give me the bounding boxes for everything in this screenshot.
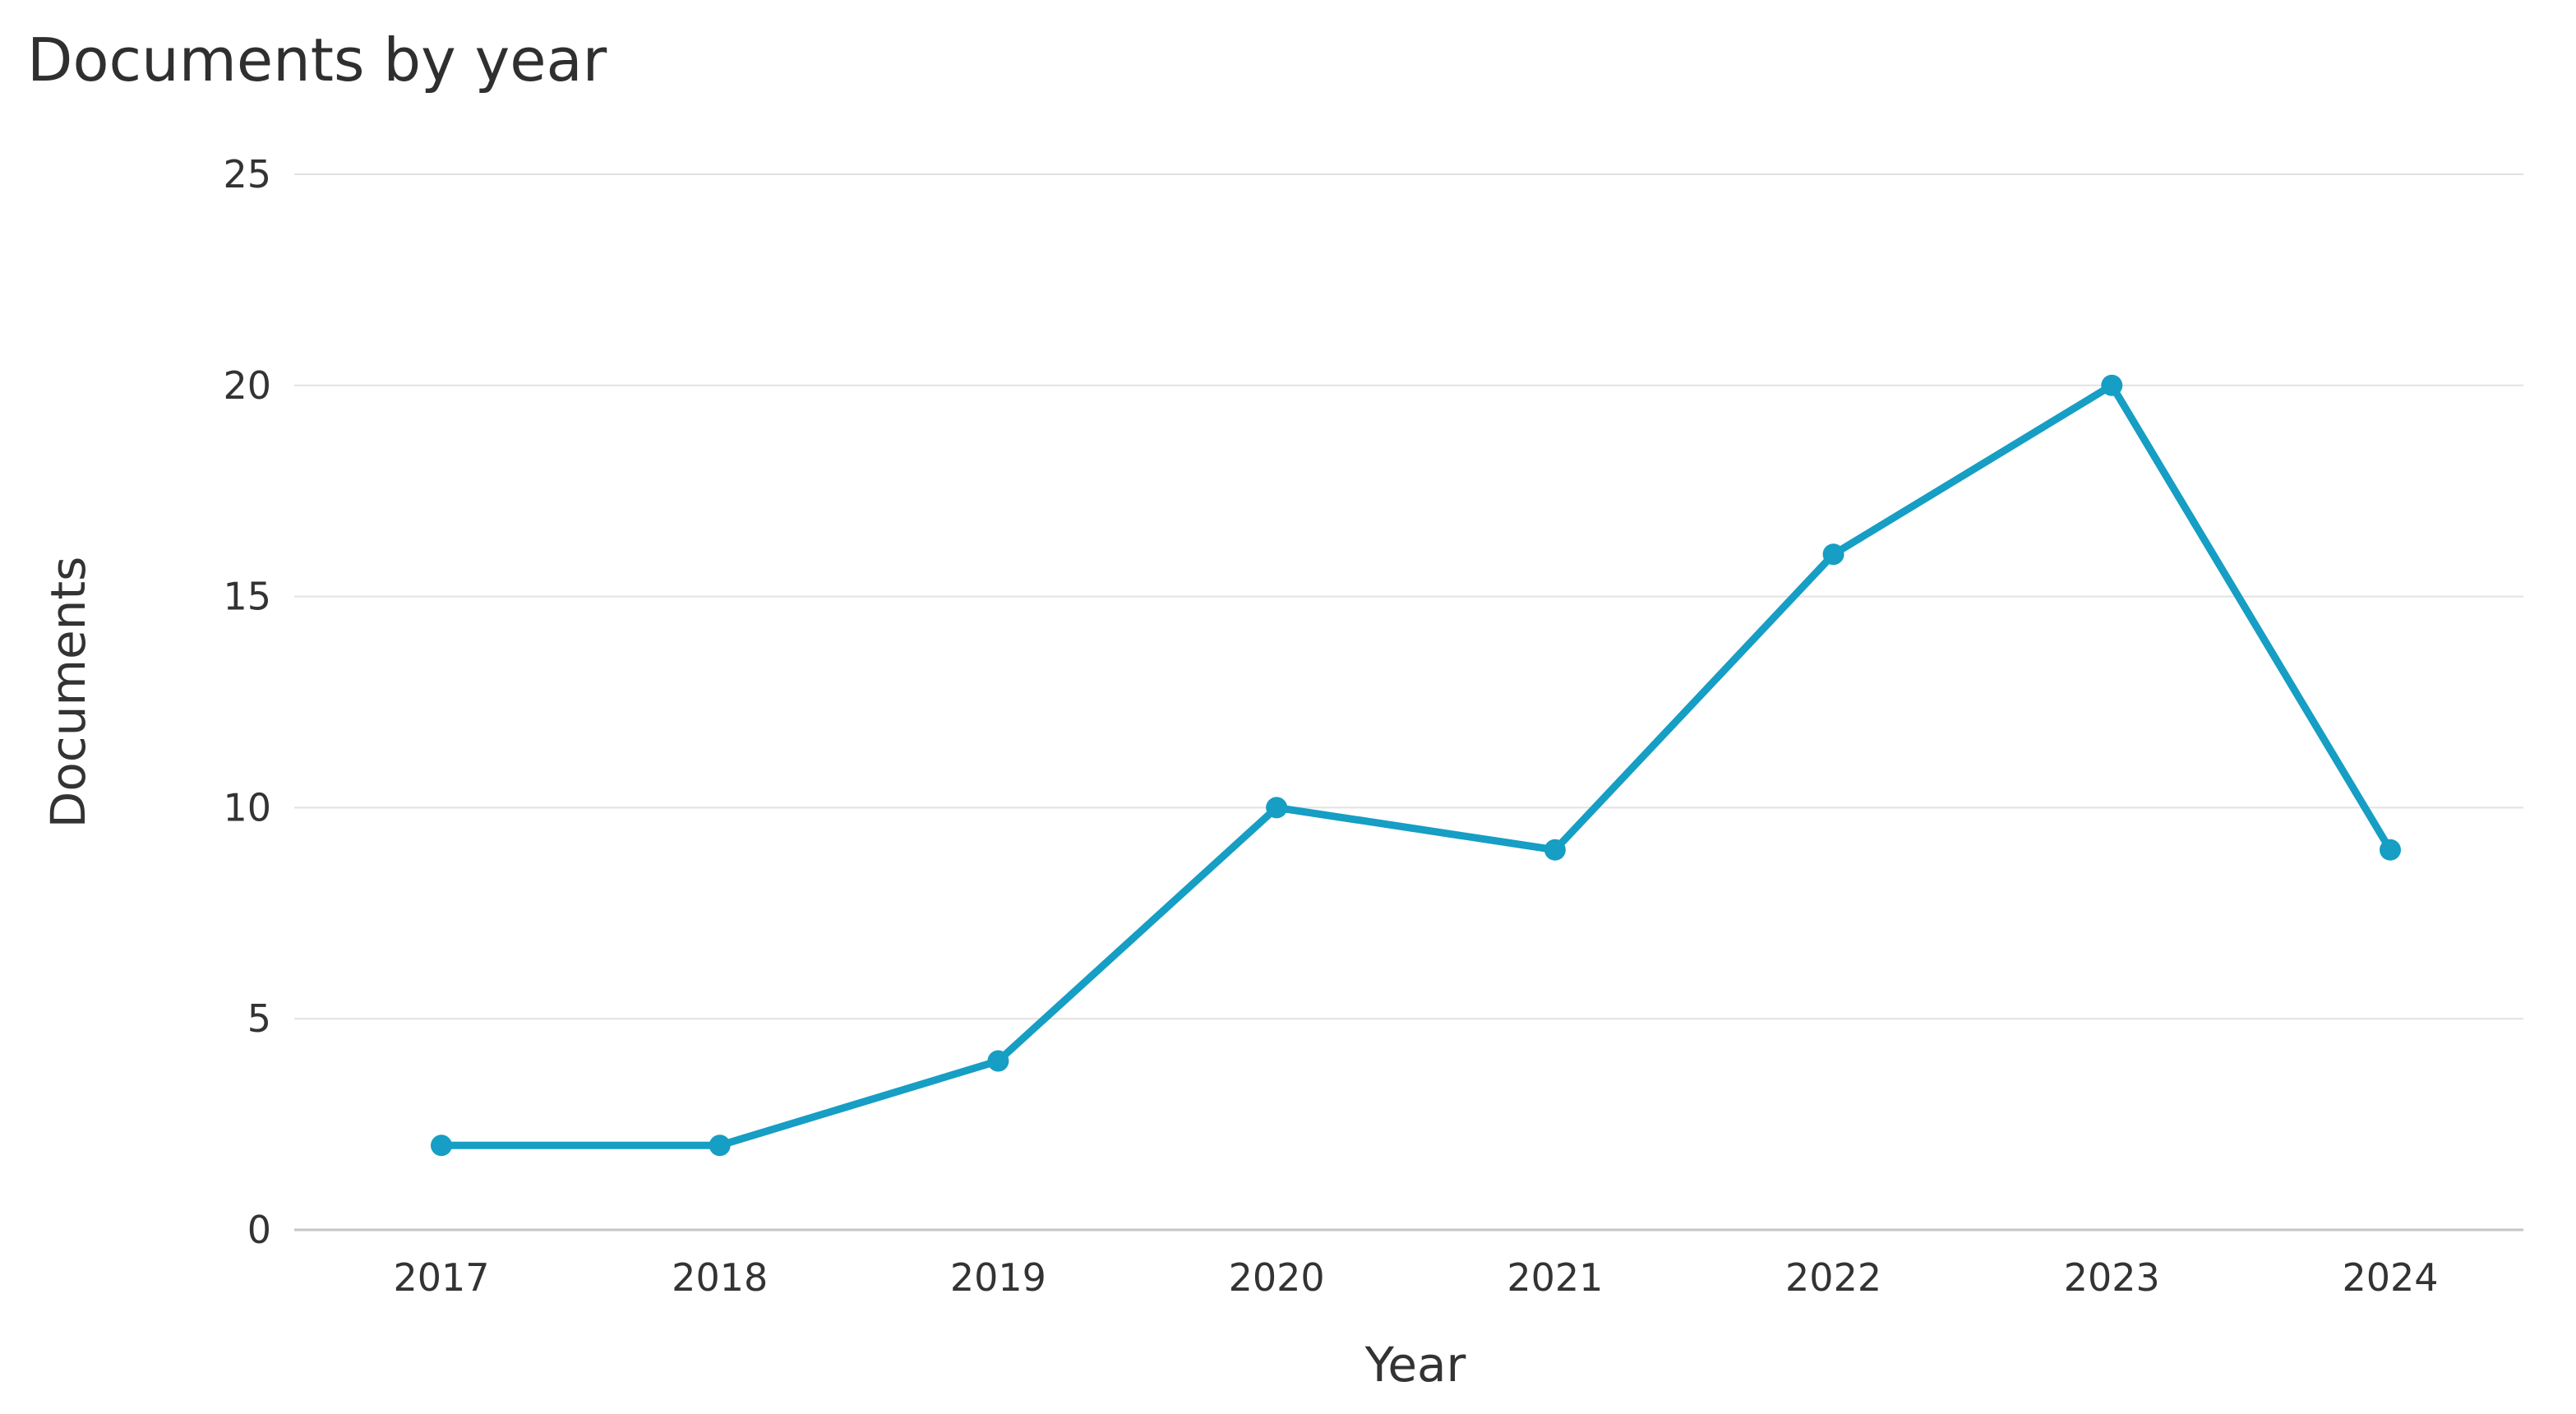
trend-series (431, 374, 2401, 1157)
y-tick-label-20: 20 (223, 363, 271, 408)
x-tick-label-2023: 2023 (2064, 1255, 2160, 1300)
y-axis-title: Documents (40, 557, 96, 829)
y-tick-label-10: 10 (223, 785, 271, 829)
y-tick-label-0: 0 (247, 1208, 271, 1252)
data-point-2017[interactable] (431, 1134, 452, 1157)
x-axis-tick-labels: 2017 2018 2019 2020 2021 2022 2023 2024 (393, 1255, 2438, 1300)
x-tick-label-2021: 2021 (1507, 1255, 1603, 1300)
y-axis-tick-labels: 0 5 10 15 20 25 (223, 152, 271, 1252)
x-tick-label-2017: 2017 (393, 1255, 489, 1300)
trend-line (437, 381, 2394, 1149)
gridlines (294, 173, 2523, 1231)
x-tick-label-2018: 2018 (672, 1255, 768, 1300)
data-point-2023[interactable] (2101, 374, 2123, 396)
data-point-2021[interactable] (1544, 839, 1566, 861)
x-tick-label-2019: 2019 (950, 1255, 1046, 1300)
x-axis-title: Year (1364, 1337, 1466, 1393)
data-point-2022[interactable] (1822, 543, 1844, 566)
data-point-2024[interactable] (2380, 839, 2401, 861)
data-point-2020[interactable] (1266, 797, 1288, 819)
y-tick-label-15: 15 (223, 575, 271, 619)
y-tick-label-5: 5 (247, 996, 271, 1041)
data-point-2018[interactable] (709, 1134, 731, 1157)
chart-title: Documents by year (27, 25, 607, 95)
x-tick-label-2020: 2020 (1229, 1255, 1325, 1300)
x-tick-label-2022: 2022 (1785, 1255, 1881, 1300)
data-point-2019[interactable] (987, 1050, 1009, 1072)
y-tick-label-25: 25 (223, 152, 271, 196)
x-tick-label-2024: 2024 (2342, 1255, 2438, 1300)
